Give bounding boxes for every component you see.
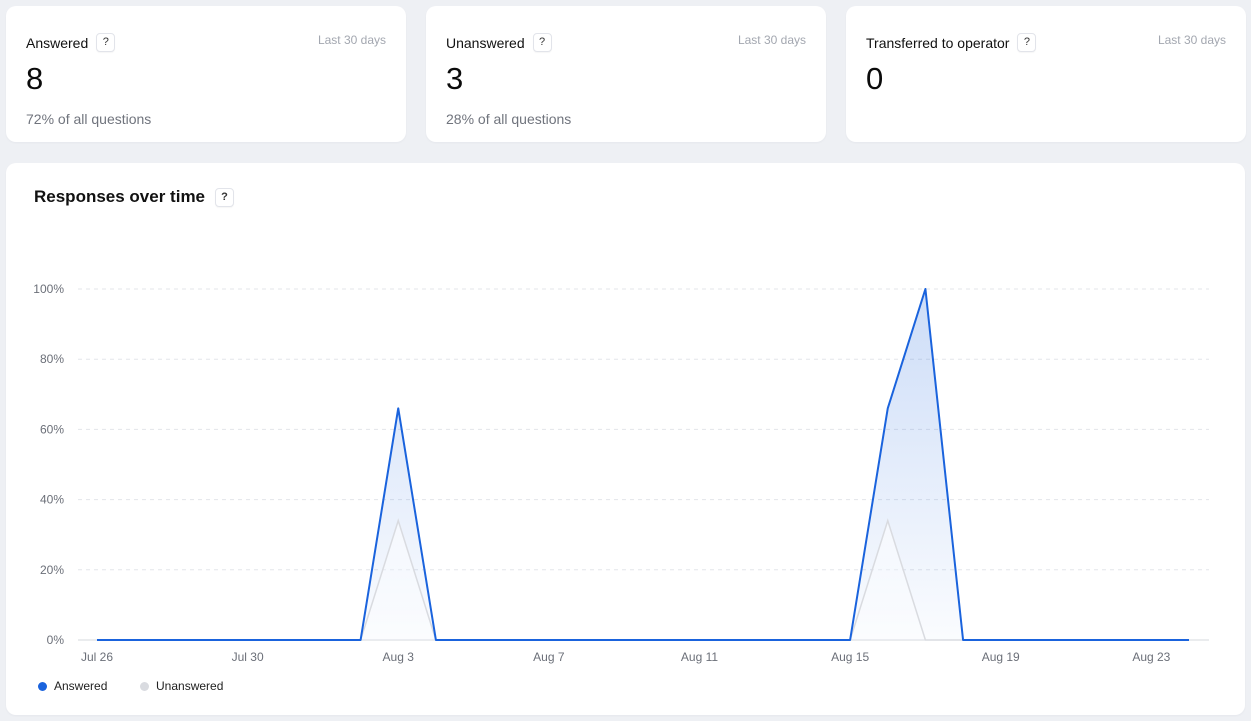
y-tick-label: 100% [33,282,64,296]
x-tick-label: Aug 23 [1132,650,1170,664]
legend-dot-answered [38,681,47,691]
y-tick-label: 0% [47,633,65,647]
legend-dot-unanswered [140,681,149,691]
answered-percentage: 72% of all questions [26,111,152,127]
x-tick-label: Jul 30 [232,650,264,664]
help-icon[interactable]: ? [96,33,116,52]
responses-chart-card: 0% 20% 40% 60% 80% 100% Jul 26 Jul 30 Aug 3 Aug 7… [6,163,1245,715]
unanswered-percentage: 28% of all questions [446,111,572,127]
unanswered-card-period: Last 30 days [737,33,806,47]
answered-area [97,289,1189,640]
x-tick-label: Jul 26 [81,650,113,664]
answered-line [97,288,1189,641]
x-tick-label: Aug 19 [982,650,1020,664]
help-icon[interactable]: ? [1017,33,1037,52]
help-icon[interactable]: ? [532,33,552,52]
chart-title: Responses over time [34,187,206,206]
unanswered-card-title: Unanswered [446,34,525,51]
legend-item-unanswered[interactable]: Unanswered [140,679,223,693]
x-tick-label: Aug 7 [533,650,565,664]
help-icon[interactable]: ? [215,187,235,207]
answered-count: 8 [26,61,44,96]
answered-card-title: Answered [26,34,89,51]
transferred-count: 0 [866,61,884,96]
unanswered-area [97,520,1189,640]
y-tick-label: 80% [40,352,64,366]
legend-item-answered[interactable]: Answered [38,679,107,693]
legend-label-unanswered: Unanswered [156,679,224,693]
transferred-card-title: Transferred to operator [866,34,1010,51]
answered-card-period: Last 30 days [317,33,386,47]
x-tick-label: Aug 3 [383,650,415,664]
x-tick-label: Aug 15 [831,650,869,664]
x-tick-label: Aug 11 [681,650,718,664]
answered-card: Answered ? Last 30 days 8 72% of all que… [6,6,406,142]
y-tick-label: 20% [40,563,64,577]
responses-chart: 0% 20% 40% 60% 80% 100% Jul 26 Jul 30 Aug 3 Aug 7… [33,282,1209,664]
legend-label-answered: Answered [54,679,108,693]
unanswered-card: Unanswered ? Last 30 days 3 28% of all q… [426,6,826,142]
transferred-card: Transferred to operator ? Last 30 days 0 [846,6,1246,142]
unanswered-count: 3 [446,61,464,96]
unanswered-line [97,518,1189,641]
y-tick-label: 40% [40,493,64,507]
transferred-card-period: Last 30 days [1157,33,1226,47]
y-tick-label: 60% [40,422,64,436]
